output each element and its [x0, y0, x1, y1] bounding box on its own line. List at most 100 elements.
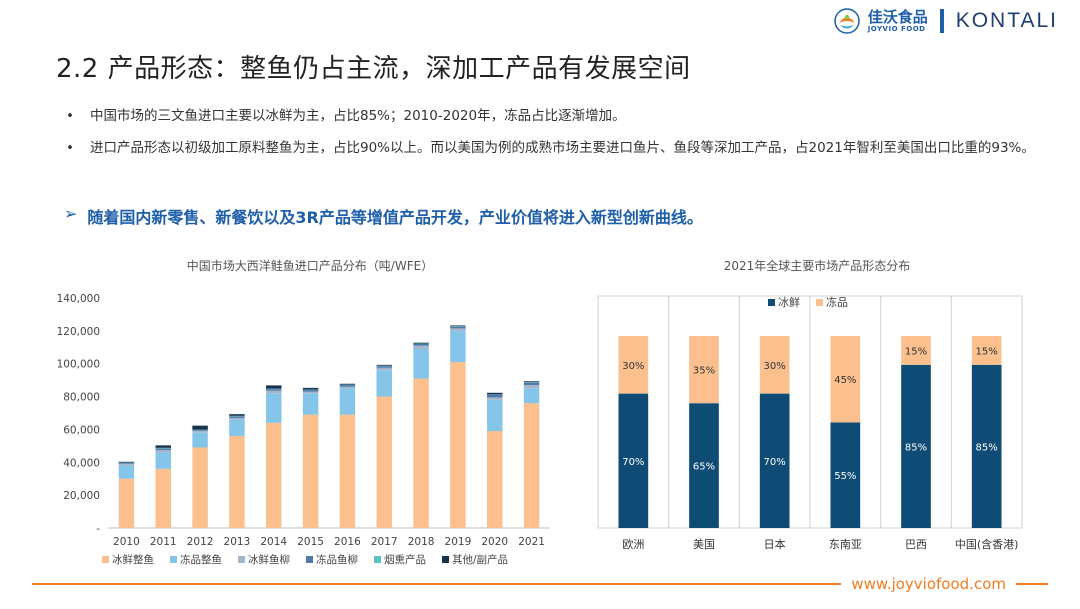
bar-segment — [192, 447, 208, 528]
legend-label: 其他/副产品 — [452, 553, 508, 566]
x-tick-label: 美国 — [693, 538, 715, 551]
data-label: 85% — [976, 442, 998, 453]
x-tick-label: 东南亚 — [829, 538, 862, 551]
bar-segment — [901, 336, 931, 365]
bar-segment — [618, 336, 649, 394]
legend-label: 冰鲜整鱼 — [112, 553, 154, 566]
bar-segment — [192, 430, 208, 432]
bar-segment — [266, 393, 282, 423]
legend-swatch — [374, 556, 381, 563]
bar-segment — [229, 419, 245, 436]
bar-segment — [192, 425, 208, 430]
bar-segment — [830, 336, 861, 423]
x-tick-label: 2020 — [481, 536, 508, 548]
bar-segment — [759, 336, 790, 394]
data-label: 15% — [976, 346, 998, 357]
bar-segment — [487, 394, 503, 398]
data-label: 30% — [622, 361, 644, 372]
bar-segment — [155, 445, 171, 448]
bar-segment — [155, 448, 171, 450]
bar-segment — [118, 478, 135, 528]
bar-segment — [413, 345, 429, 349]
y-tick-label: 100,000 — [57, 359, 100, 371]
bar-segment — [155, 452, 171, 469]
footer-website-link[interactable]: www.joyviofood.com — [841, 575, 1016, 593]
bar-segment — [339, 383, 356, 385]
bar-segment — [376, 364, 392, 366]
bar-segment — [487, 399, 503, 432]
bar-segment — [971, 364, 1002, 528]
legend-swatch — [768, 299, 775, 306]
bar-segment — [302, 391, 319, 394]
bar-segment — [302, 393, 319, 415]
bar-segment — [339, 386, 356, 389]
data-label: 45% — [834, 375, 856, 386]
bar-segment — [266, 389, 282, 391]
x-tick-label: 中国(含香港) — [955, 537, 1019, 551]
legend-swatch — [816, 299, 823, 306]
legend-swatch — [306, 556, 313, 563]
joyvio-logo-icon — [833, 8, 860, 34]
bar-segment — [302, 387, 319, 390]
bar-segment — [523, 381, 540, 383]
bar-segment — [689, 336, 719, 404]
bar-segment — [118, 463, 135, 466]
bar-segment — [229, 414, 245, 416]
bar-segment — [155, 449, 171, 453]
bar-segment — [229, 436, 245, 528]
bar-segment — [376, 396, 392, 528]
bar-segment — [487, 397, 503, 400]
bar-segment — [266, 390, 282, 394]
legend-swatch — [442, 556, 449, 563]
bar-segment — [450, 325, 466, 327]
bar-segment — [266, 385, 282, 389]
y-tick-label: 140,000 — [57, 293, 100, 305]
bar-segment — [118, 463, 135, 464]
bar-segment — [339, 385, 356, 387]
x-tick-label: 2010 — [113, 536, 140, 548]
bar-segment — [971, 336, 1002, 365]
bar-segment — [339, 388, 356, 415]
bar-segment — [376, 366, 392, 368]
x-tick-label: 2019 — [445, 536, 472, 548]
brand-text: 佳沃食品 JOYVIO FOOD — [867, 7, 928, 33]
x-tick-label: 2015 — [297, 536, 324, 548]
bar-segment — [192, 431, 208, 433]
bar-segment — [413, 344, 429, 346]
y-tick-label: - — [96, 523, 100, 535]
y-tick-label: 60,000 — [63, 424, 100, 436]
data-label: 70% — [622, 457, 644, 468]
bar-segment — [450, 326, 466, 329]
x-tick-label: 2016 — [334, 536, 361, 548]
legend-label: 烟熏产品 — [384, 553, 426, 566]
legend-swatch — [102, 556, 109, 563]
data-label: 30% — [764, 361, 786, 372]
bar-segment — [523, 388, 540, 404]
y-tick-label: 40,000 — [63, 457, 100, 469]
bar-segment — [302, 390, 319, 392]
bar-segment — [413, 342, 429, 344]
x-tick-label: 2014 — [260, 536, 287, 548]
bar-segment — [266, 422, 282, 528]
data-label: 15% — [905, 346, 927, 357]
legend-swatch — [170, 556, 177, 563]
legend-swatch — [238, 556, 245, 563]
data-label: 35% — [693, 366, 715, 377]
x-tick-label: 2021 — [518, 536, 545, 548]
brand-name-cn: 佳沃食品 — [867, 7, 928, 26]
bar-segment — [689, 403, 719, 528]
y-tick-label: 80,000 — [63, 392, 100, 404]
bar-segment — [450, 362, 466, 528]
chart-title: 2021年全球主要市场产品形态分布 — [724, 258, 911, 273]
x-tick-label: 2017 — [371, 536, 398, 548]
bullet-item: 进口产品形态以初级加工原料整鱼为主，占比90%以上。而以美国为例的成熟市场主要进… — [66, 136, 1046, 160]
highlight-text: 随着国内新零售、新餐饮以及3R产品等增值产品开发，产业价值将进入新型创新曲线。 — [87, 208, 703, 227]
logo-divider — [939, 9, 944, 33]
partner-logo-text: KONTALI — [955, 9, 1058, 32]
x-tick-label: 2011 — [150, 536, 177, 548]
bar-segment — [192, 432, 208, 448]
bullet-item: 中国市场的三文鱼进口主要以冰鲜为主，占比85%；2010-2020年，冻品占比逐… — [66, 104, 1046, 128]
y-tick-label: 20,000 — [63, 490, 100, 502]
bar-segment — [523, 382, 540, 386]
bar-segment — [450, 328, 466, 331]
